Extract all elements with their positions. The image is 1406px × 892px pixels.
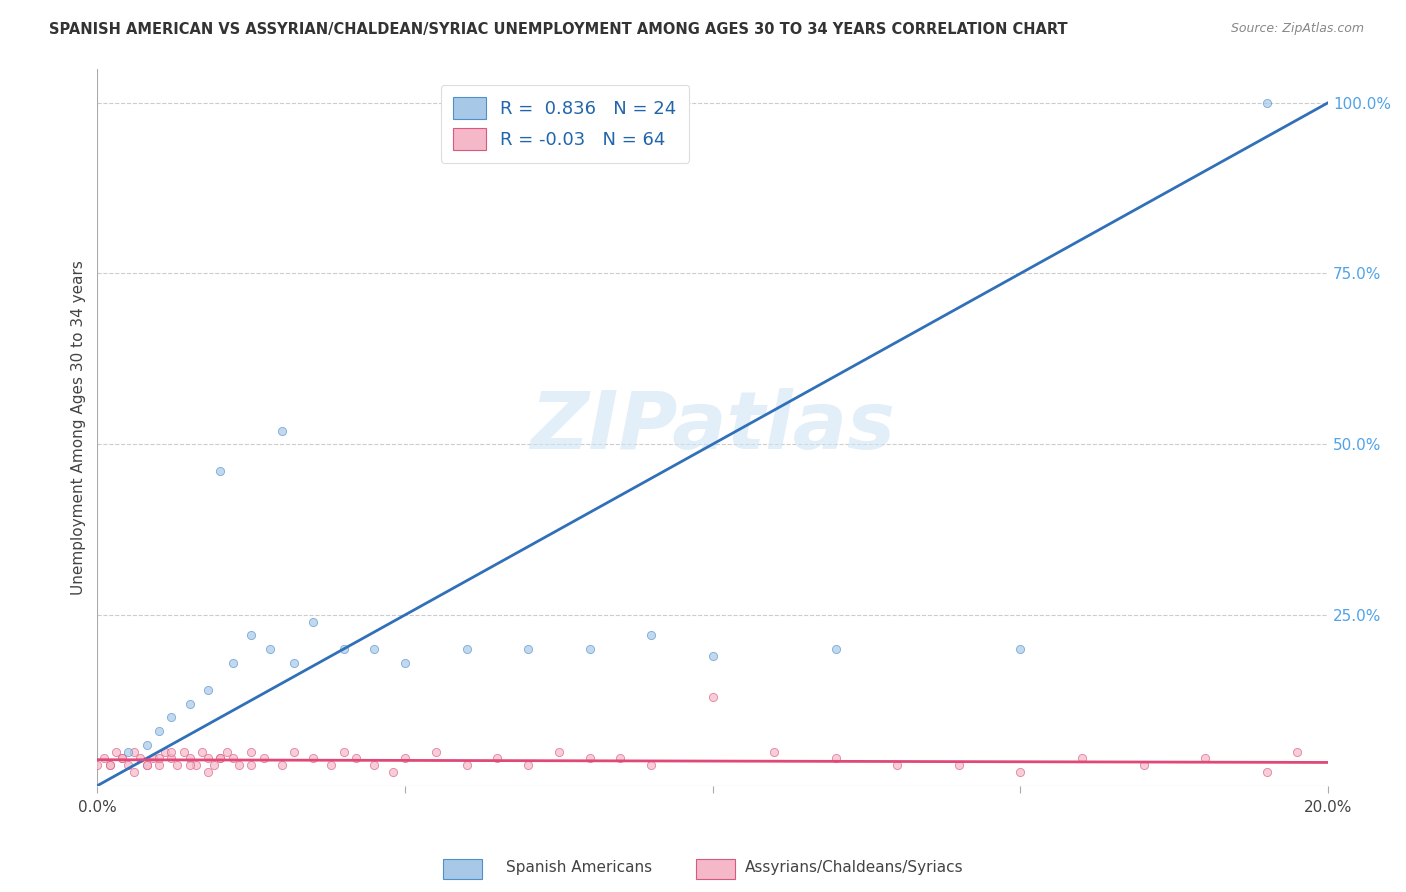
Point	[160, 710, 183, 724]
Point	[135, 758, 157, 772]
Point	[886, 758, 908, 772]
Point	[142, 751, 165, 765]
Point	[160, 751, 183, 765]
Point	[283, 745, 305, 759]
Point	[179, 697, 201, 711]
Point	[1132, 758, 1154, 772]
Text: Source: ZipAtlas.com: Source: ZipAtlas.com	[1230, 22, 1364, 36]
Point	[1010, 642, 1032, 657]
Point	[578, 642, 600, 657]
Point	[824, 642, 846, 657]
Text: SPANISH AMERICAN VS ASSYRIAN/CHALDEAN/SYRIAC UNEMPLOYMENT AMONG AGES 30 TO 34 YE: SPANISH AMERICAN VS ASSYRIAN/CHALDEAN/SY…	[49, 22, 1067, 37]
Point	[240, 745, 263, 759]
Point	[166, 758, 188, 772]
Legend: R =  0.836   N = 24, R = -0.03   N = 64: R = 0.836 N = 24, R = -0.03 N = 64	[441, 85, 689, 163]
Point	[332, 642, 354, 657]
Point	[191, 745, 214, 759]
Point	[148, 751, 170, 765]
Point	[117, 745, 139, 759]
Point	[240, 628, 263, 642]
Point	[135, 758, 157, 772]
Point	[517, 758, 540, 772]
Point	[111, 751, 134, 765]
Point	[702, 690, 724, 704]
Point	[332, 745, 354, 759]
Point	[1256, 764, 1278, 779]
Point	[824, 751, 846, 765]
Point	[179, 751, 201, 765]
Point	[301, 615, 323, 629]
Point	[271, 424, 294, 438]
Point	[301, 751, 323, 765]
Point	[640, 628, 662, 642]
Point	[117, 758, 139, 772]
Point	[702, 648, 724, 663]
Text: ZIPatlas: ZIPatlas	[530, 388, 896, 467]
Point	[517, 642, 540, 657]
Point	[1071, 751, 1094, 765]
Point	[179, 758, 201, 772]
Point	[948, 758, 970, 772]
Point	[197, 683, 219, 698]
Point	[456, 758, 478, 772]
Point	[124, 745, 146, 759]
Point	[104, 745, 127, 759]
Point	[1286, 745, 1309, 759]
Point	[148, 724, 170, 739]
Point	[184, 758, 207, 772]
Point	[209, 751, 232, 765]
Point	[240, 758, 263, 772]
Point	[363, 642, 385, 657]
Text: Assyrians/Chaldeans/Syriacs: Assyrians/Chaldeans/Syriacs	[745, 860, 963, 874]
Point	[381, 764, 404, 779]
Point	[259, 642, 281, 657]
Point	[222, 751, 245, 765]
Text: Spanish Americans: Spanish Americans	[506, 860, 652, 874]
Point	[173, 745, 195, 759]
Point	[283, 656, 305, 670]
Point	[209, 751, 232, 765]
Point	[609, 751, 631, 765]
Point	[252, 751, 274, 765]
Point	[321, 758, 343, 772]
Point	[1010, 764, 1032, 779]
Point	[86, 758, 108, 772]
Point	[640, 758, 662, 772]
Point	[486, 751, 509, 765]
Point	[197, 764, 219, 779]
Point	[763, 745, 786, 759]
Point	[215, 745, 238, 759]
Point	[160, 745, 183, 759]
Point	[148, 758, 170, 772]
Point	[202, 758, 225, 772]
Point	[394, 751, 416, 765]
Point	[98, 758, 121, 772]
Point	[1194, 751, 1216, 765]
Point	[93, 751, 115, 765]
Point	[271, 758, 294, 772]
Point	[98, 758, 121, 772]
Point	[135, 738, 157, 752]
Point	[425, 745, 447, 759]
Point	[548, 745, 571, 759]
Point	[1256, 95, 1278, 110]
Y-axis label: Unemployment Among Ages 30 to 34 years: Unemployment Among Ages 30 to 34 years	[72, 260, 86, 595]
Point	[209, 465, 232, 479]
Point	[394, 656, 416, 670]
Point	[153, 745, 176, 759]
Point	[456, 642, 478, 657]
Point	[124, 764, 146, 779]
Point	[197, 751, 219, 765]
Point	[111, 751, 134, 765]
Point	[228, 758, 250, 772]
Point	[222, 656, 245, 670]
Point	[578, 751, 600, 765]
Point	[344, 751, 367, 765]
Point	[129, 751, 152, 765]
Point	[363, 758, 385, 772]
